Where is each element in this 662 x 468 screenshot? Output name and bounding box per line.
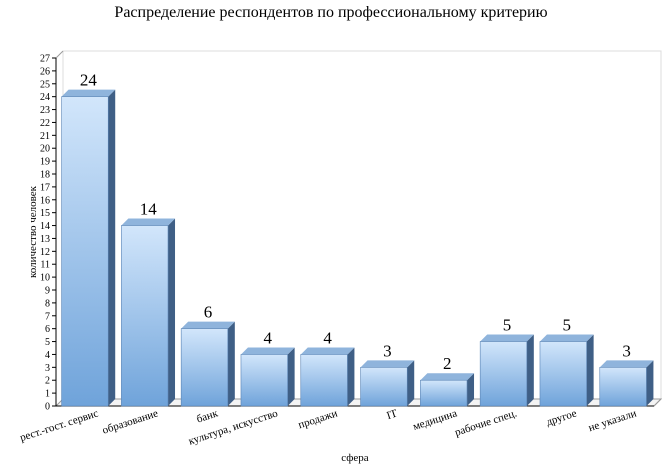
bar-side — [227, 321, 235, 406]
bar-top — [181, 321, 235, 329]
bar-front — [360, 367, 408, 407]
y-tick-label: 11 — [40, 260, 50, 271]
y-tick-label: 5 — [45, 337, 50, 348]
y-tick-label: 0 — [45, 402, 50, 413]
y-tick-label: 26 — [40, 66, 50, 77]
bar: 5 — [539, 316, 594, 407]
category-label: не указали — [587, 407, 638, 434]
bar-front — [420, 379, 468, 407]
bar-side — [407, 360, 415, 406]
category-label: рест.-гост. сервис — [18, 407, 99, 444]
y-tick-label: 14 — [40, 221, 50, 232]
y-tick-label: 21 — [40, 131, 50, 142]
bar-value-label: 6 — [204, 303, 213, 322]
corner-edge — [55, 50, 64, 59]
y-tick-label: 12 — [40, 247, 50, 258]
bar-side — [168, 218, 176, 406]
bar-value-label: 4 — [323, 328, 332, 347]
y-tick-label: 7 — [45, 311, 50, 322]
y-tick-label: 22 — [40, 118, 50, 129]
category-label: рабочие спец. — [453, 407, 518, 438]
bar-value-label: 2 — [443, 354, 452, 373]
bar-value-label: 5 — [503, 316, 512, 335]
bar-side — [287, 347, 295, 406]
category-label: банк — [195, 407, 220, 425]
bar-side — [646, 360, 654, 406]
x-axis-title: сфера — [341, 452, 369, 464]
y-tick-label: 1 — [45, 389, 50, 400]
y-tick-label: 10 — [40, 273, 50, 284]
bar-value-label: 5 — [563, 316, 572, 335]
bar: 3 — [360, 341, 415, 407]
y-tick-labels: 0123456789101112131415161718192021222324… — [40, 54, 56, 413]
y-tick-label: 20 — [40, 144, 50, 155]
category-labels: рест.-гост. сервис образование банккультур… — [18, 407, 638, 447]
y-tick-label: 18 — [40, 170, 50, 181]
back-wall-edge — [63, 50, 662, 399]
y-tick-label: 25 — [40, 79, 50, 90]
bars: 24 14 6 4 4 3 2 5 5 3 — [61, 71, 654, 407]
category-label: другое — [545, 407, 578, 428]
bar-value-label: 24 — [80, 71, 98, 90]
bar: 4 — [240, 328, 295, 407]
y-tick-label: 16 — [40, 195, 50, 206]
y-tick-label: 19 — [40, 157, 50, 168]
y-tick-label: 4 — [45, 350, 50, 361]
bar-side — [347, 347, 355, 406]
bar: 14 — [121, 200, 176, 407]
chart-title: Распределение респондентов по профессион… — [114, 4, 548, 21]
y-tick-label: 23 — [40, 105, 50, 116]
bar-top — [121, 218, 176, 226]
bar-front — [61, 96, 109, 407]
y-tick-label: 2 — [45, 376, 50, 387]
bar-top — [300, 347, 355, 355]
bar-front — [599, 367, 647, 407]
bar-top — [61, 89, 116, 97]
bar-top — [420, 373, 475, 381]
bar-side — [467, 373, 475, 406]
bar-side — [586, 334, 594, 406]
bar-front — [121, 225, 169, 407]
y-tick-label: 17 — [40, 182, 50, 193]
y-tick-label: 3 — [45, 363, 50, 374]
bar-top — [539, 334, 594, 342]
y-tick-label: 13 — [40, 234, 50, 245]
bar-side — [108, 89, 116, 407]
bar-front — [240, 354, 288, 407]
bar: 4 — [300, 328, 355, 407]
bar-side — [526, 334, 534, 406]
bar-top — [240, 347, 295, 355]
y-tick-label: 6 — [45, 324, 50, 335]
bar: 24 — [61, 71, 116, 407]
category-label: продажи — [297, 407, 339, 431]
bar-front — [180, 328, 229, 407]
y-axis-title: количество человек — [27, 185, 39, 278]
y-tick-label: 15 — [40, 208, 50, 219]
y-tick-label: 9 — [45, 286, 50, 297]
bar: 3 — [599, 341, 654, 407]
category-label: образование — [101, 407, 160, 436]
bar-front — [300, 354, 348, 407]
bar-top — [599, 360, 654, 368]
bar-value-label: 4 — [264, 328, 273, 347]
category-label: медицина — [411, 407, 458, 433]
bar: 6 — [180, 303, 235, 407]
bar-front — [479, 341, 528, 407]
bar-value-label: 3 — [383, 341, 392, 360]
y-tick-label: 24 — [40, 92, 50, 103]
bar-front — [539, 341, 587, 407]
bar-top — [480, 334, 534, 342]
bar-value-label: 3 — [622, 341, 631, 360]
bar-top — [360, 360, 415, 368]
y-tick-label: 8 — [45, 298, 50, 309]
category-label: IT — [385, 407, 399, 422]
y-tick-label: 27 — [40, 54, 50, 65]
bar: 5 — [479, 316, 534, 407]
floor-right-edge — [653, 398, 662, 407]
bar: 2 — [420, 354, 475, 407]
bar-value-label: 14 — [140, 200, 158, 219]
